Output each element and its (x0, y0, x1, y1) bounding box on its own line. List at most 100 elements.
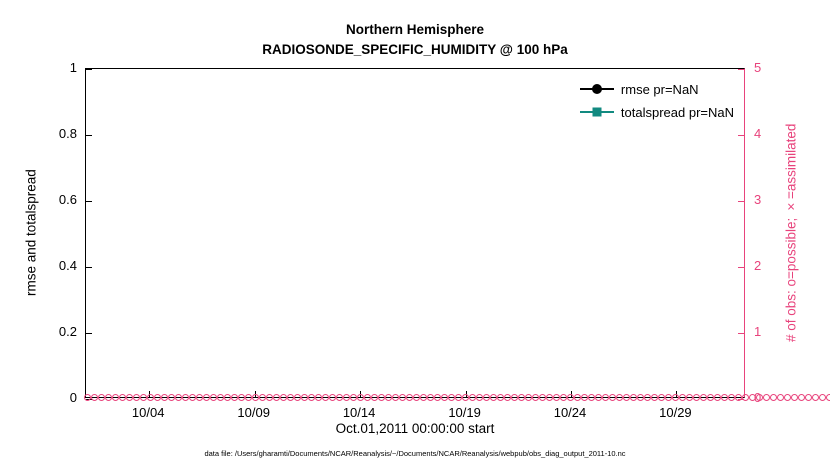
obs-possible-circle-icon (693, 394, 700, 401)
y-axis-label-left: rmse and totalspread (23, 169, 39, 297)
obs-possible-circle-icon (161, 394, 168, 401)
obs-possible-circle-icon (623, 394, 630, 401)
obs-possible-circle-icon (672, 394, 679, 401)
chart-title-block: Northern Hemisphere RADIOSONDE_SPECIFIC_… (0, 20, 830, 60)
obs-possible-circle-icon (301, 394, 308, 401)
obs-possible-circle-icon (322, 394, 329, 401)
obs-possible-circle-icon (560, 394, 567, 401)
obs-possible-circle-icon (371, 394, 378, 401)
obs-possible-circle-icon (791, 394, 798, 401)
obs-possible-circle-icon (224, 394, 231, 401)
obs-possible-circle-icon (497, 394, 504, 401)
obs-possible-circle-icon (707, 394, 714, 401)
obs-possible-circle-icon (385, 394, 392, 401)
obs-possible-circle-icon (805, 394, 812, 401)
obs-possible-circle-icon (259, 394, 266, 401)
obs-possible-circle-icon (210, 394, 217, 401)
obs-possible-circle-icon (714, 394, 721, 401)
totalspread-line-sample (579, 107, 614, 117)
obs-possible-circle-icon (434, 394, 441, 401)
obs-possible-circle-icon (588, 394, 595, 401)
y-left-tick-mark (86, 135, 92, 136)
obs-possible-circle-icon (763, 394, 770, 401)
obs-possible-circle-icon (518, 394, 525, 401)
obs-possible-circle-icon (700, 394, 707, 401)
obs-possible-circle-icon (140, 394, 147, 401)
totalspread-square-marker-icon (592, 107, 602, 117)
obs-possible-circle-icon (525, 394, 532, 401)
y-right-tick-mark (738, 69, 744, 70)
obs-possible-circle-icon (609, 394, 616, 401)
y-left-tick-label: 0.6 (58, 192, 77, 207)
obs-possible-circle-icon (532, 394, 539, 401)
obs-possible-circle-icon (644, 394, 651, 401)
obs-possible-circle-icon (637, 394, 644, 401)
y-right-tick-label: 5 (754, 60, 762, 75)
y-left-tick-mark (86, 201, 92, 202)
obs-possible-circle-icon (777, 394, 784, 401)
obs-possible-circle-icon (735, 394, 742, 401)
obs-possible-circle-icon (308, 394, 315, 401)
obs-possible-circle-icon (630, 394, 637, 401)
obs-possible-circle-icon (546, 394, 553, 401)
obs-possible-circle-icon (490, 394, 497, 401)
obs-possible-circle-icon (784, 394, 791, 401)
x-tick-label: 10/29 (659, 405, 692, 420)
obs-possible-circle-icon (238, 394, 245, 401)
x-axis-label: Oct.01,2011 00:00:00 start (335, 421, 495, 436)
obs-possible-circle-icon (196, 394, 203, 401)
chart-subtitle: RADIOSONDE_SPECIFIC_HUMIDITY @ 100 hPa (262, 42, 568, 57)
obs-possible-circle-icon (126, 394, 133, 401)
obs-possible-circle-icon (595, 394, 602, 401)
rmse-circle-marker-icon (591, 84, 602, 94)
obs-possible-circle-icon (266, 394, 273, 401)
obs-possible-circle-icon (812, 394, 819, 401)
obs-possible-circle-icon (280, 394, 287, 401)
obs-possible-circle-icon (105, 394, 112, 401)
obs-possible-circle-icon (469, 394, 476, 401)
obs-possible-circle-icon (413, 394, 420, 401)
obs-possible-circle-icon (287, 394, 294, 401)
rmse-line-sample (579, 84, 614, 94)
obs-possible-circle-icon (98, 394, 105, 401)
obs-possible-circle-icon (112, 394, 119, 401)
obs-possible-circle-icon (728, 394, 735, 401)
x-tick-label: 10/19 (448, 405, 481, 420)
obs-possible-circle-icon (462, 394, 469, 401)
obs-possible-circle-icon (203, 394, 210, 401)
obs-possible-circle-icon (147, 394, 154, 401)
plot-area: rmse pr=NaN totalspread pr=NaN (84, 68, 830, 401)
y-right-tick-label: 4 (754, 126, 762, 141)
obs-possible-circle-icon (217, 394, 224, 401)
obs-possible-circle-icon (602, 394, 609, 401)
obs-possible-circle-icon (504, 394, 511, 401)
obs-possible-circle-icon (315, 394, 322, 401)
obs-possible-circle-icon (455, 394, 462, 401)
obs-possible-circle-icon (350, 394, 357, 401)
obs-possible-circle-icon (665, 394, 672, 401)
legend: rmse pr=NaN totalspread pr=NaN (579, 81, 734, 120)
obs-possible-circle-icon (294, 394, 301, 401)
obs-possible-circle-icon (441, 394, 448, 401)
obs-possible-circle-icon (252, 394, 259, 401)
obs-possible-circle-icon (819, 394, 826, 401)
obs-possible-circle-icon (658, 394, 665, 401)
obs-possible-circle-icon (574, 394, 581, 401)
x-tick-label: 10/09 (237, 405, 270, 420)
obs-possible-circle-icon (679, 394, 686, 401)
obs-possible-circle-icon (119, 394, 126, 401)
obs-possible-circle-icon (343, 394, 350, 401)
obs-possible-circle-icon (686, 394, 693, 401)
obs-possible-circle-icon (616, 394, 623, 401)
legend-label-rmse: rmse pr=NaN (620, 81, 699, 97)
obs-possible-circle-icon (154, 394, 161, 401)
legend-item-totalspread: totalspread pr=NaN (579, 104, 734, 120)
obs-possible-circle-icon (511, 394, 518, 401)
obs-possible-circle-icon (336, 394, 343, 401)
obs-possible-circle-icon (483, 394, 490, 401)
y-left-tick-label: 1 (69, 60, 77, 75)
obs-possible-circle-icon (91, 394, 98, 401)
data-file-caption: data file: /Users/gharamti/Documents/NCA… (204, 449, 626, 458)
obs-possible-circle-icon (182, 394, 189, 401)
